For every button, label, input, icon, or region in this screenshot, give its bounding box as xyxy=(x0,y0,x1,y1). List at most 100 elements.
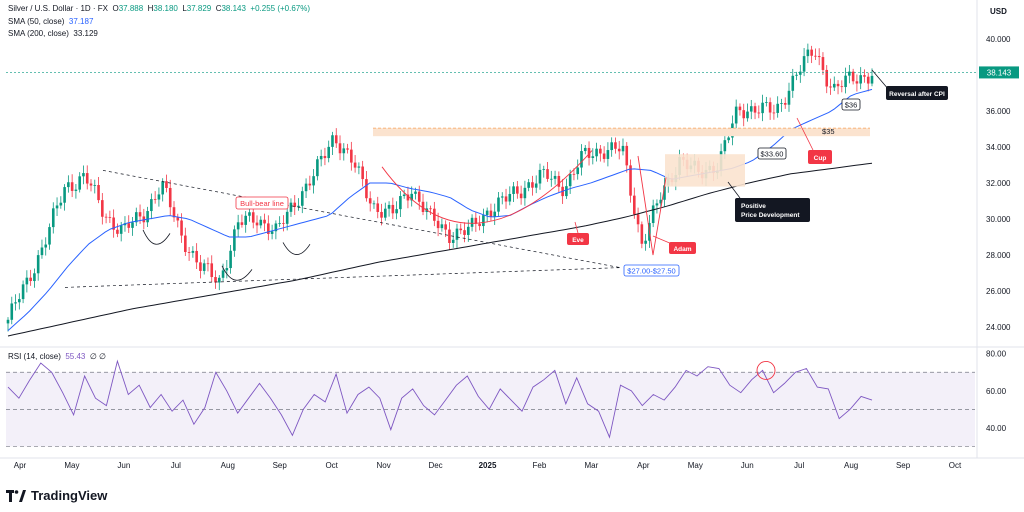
tradingview-brand[interactable]: TradingView xyxy=(6,488,107,503)
candle xyxy=(527,178,530,192)
candle-body xyxy=(338,143,342,154)
candle-body xyxy=(417,191,421,202)
candle xyxy=(599,145,602,162)
bull-bear-trendline xyxy=(102,170,621,268)
candle-body xyxy=(365,179,368,199)
eve-label: Eve xyxy=(567,233,589,245)
candle xyxy=(399,191,402,217)
candle xyxy=(504,188,508,209)
price-tick-label: 26.000 xyxy=(986,287,1011,296)
legend-rsi-value: 55.43 xyxy=(65,352,86,361)
reversal-label: Reversal after CPI xyxy=(886,86,948,100)
candle xyxy=(821,52,825,75)
candle xyxy=(338,135,342,161)
candle-body xyxy=(168,187,172,208)
candle-body xyxy=(331,135,334,147)
candle xyxy=(436,212,440,237)
candle xyxy=(380,203,383,226)
cup-label-text: Cup xyxy=(814,155,827,162)
legend-sma200[interactable]: SMA (200, close) 33.129 xyxy=(8,29,98,38)
candle-body xyxy=(553,175,557,179)
candle xyxy=(36,250,40,281)
candle-body xyxy=(327,146,330,159)
candle-body xyxy=(78,176,81,190)
candle xyxy=(48,223,51,250)
candle-body xyxy=(150,199,153,212)
legend-sma50[interactable]: SMA (50, close) 37.187 xyxy=(8,17,93,26)
candle xyxy=(161,178,164,202)
candle xyxy=(557,171,561,193)
candle-body xyxy=(776,103,779,113)
candle-body xyxy=(753,106,757,113)
candle-body xyxy=(206,263,210,265)
level-27-label: $27.00-$27.50 xyxy=(623,264,680,277)
bull-bear-label: Bull-bear line xyxy=(235,196,289,210)
candle-body xyxy=(229,250,232,269)
candle-body xyxy=(761,102,764,114)
legend-rsi[interactable]: RSI (14, close) 55.43 ∅ ∅ xyxy=(8,352,106,361)
candle xyxy=(134,207,138,227)
candle xyxy=(82,165,85,185)
candle xyxy=(391,197,395,220)
candle-body xyxy=(580,151,583,168)
candle-body xyxy=(791,75,795,91)
candle-body xyxy=(304,183,308,192)
positive-label-line1: Positive xyxy=(741,203,766,210)
candle-body xyxy=(85,173,89,184)
candle-body xyxy=(814,55,817,57)
candle xyxy=(59,196,63,209)
candle-body xyxy=(104,216,108,218)
candle xyxy=(304,178,308,199)
candle-body xyxy=(308,183,312,186)
candle xyxy=(772,104,776,120)
time-tick-label: Apr xyxy=(637,461,650,470)
time-tick-label: Oct xyxy=(949,461,962,470)
candle-body xyxy=(93,185,97,186)
candle-body xyxy=(18,299,21,303)
candle-body xyxy=(795,74,798,76)
time-tick-label: Aug xyxy=(221,461,235,470)
candle-body xyxy=(131,222,134,228)
candle-body xyxy=(161,181,164,195)
candle xyxy=(523,180,527,206)
candle xyxy=(749,99,753,120)
candle-body xyxy=(191,250,195,253)
candle-body xyxy=(36,255,40,274)
candle xyxy=(640,221,644,249)
candle xyxy=(859,67,862,90)
candle xyxy=(659,192,663,209)
candle-body xyxy=(493,211,497,217)
candle xyxy=(225,259,229,279)
candle xyxy=(538,163,542,190)
candle xyxy=(195,243,198,270)
candle-body xyxy=(602,153,606,159)
candle-body xyxy=(451,239,455,243)
price-tick-label: 40.000 xyxy=(986,35,1011,44)
candle xyxy=(263,213,266,232)
candle xyxy=(29,269,32,286)
candle xyxy=(810,45,813,64)
candle xyxy=(863,69,866,83)
candle-body xyxy=(165,181,168,188)
adam-label-box xyxy=(669,242,696,254)
candle xyxy=(6,317,10,332)
candle xyxy=(776,96,779,118)
candle xyxy=(112,209,115,238)
candle xyxy=(383,202,387,221)
candle-body xyxy=(821,57,825,70)
candle xyxy=(844,67,847,94)
reversal-label-text: Reversal after CPI xyxy=(889,91,945,98)
candle-body xyxy=(783,103,787,105)
candle xyxy=(131,216,134,236)
candle-body xyxy=(787,90,791,105)
candle xyxy=(497,192,500,217)
candle xyxy=(297,198,300,211)
candle-body xyxy=(606,150,610,159)
candle-body xyxy=(21,284,25,300)
candle-body xyxy=(233,229,236,251)
candle-body xyxy=(270,231,274,234)
candle xyxy=(406,186,410,209)
legend-change: +0.255 (+0.67%) xyxy=(250,4,311,13)
candle xyxy=(591,148,595,165)
